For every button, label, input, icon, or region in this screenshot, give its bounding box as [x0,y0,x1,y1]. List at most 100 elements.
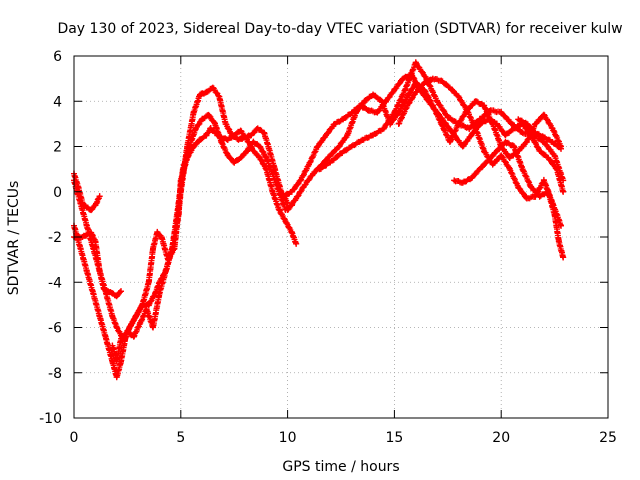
data-point [192,125,199,132]
data-point [502,132,509,139]
data-point [132,313,139,320]
data-point [145,279,152,286]
y-tick-label: 2 [53,140,62,156]
data-point [498,109,505,116]
chart-title: Day 130 of 2023, Sidereal Day-to-day VTE… [57,21,622,37]
data-point [96,193,103,200]
data-point [109,342,116,349]
data-point [199,116,206,123]
data-point [540,177,547,184]
y-tick-label: 6 [53,49,62,65]
data-point [402,86,409,93]
data-point [455,93,462,100]
data-point [156,290,163,297]
data-point [211,120,218,127]
data-point [256,154,263,161]
data-point [117,288,124,295]
data-point [237,127,244,134]
data-point [92,238,99,245]
data-point [280,193,287,200]
data-series [71,59,567,381]
data-point [344,132,351,139]
data-point [113,292,120,299]
data-point [83,267,90,274]
data-point [297,177,304,184]
data-point [83,222,90,229]
data-point [254,125,261,132]
data-point [515,116,522,123]
data-point [207,125,214,132]
data-point [472,125,479,132]
data-point [485,157,492,164]
data-point [532,120,539,127]
data-point [481,148,488,155]
y-tick-label: 0 [53,185,62,201]
data-point [560,254,567,261]
data-point [506,154,513,161]
data-point [519,166,526,173]
data-point [508,120,515,127]
data-point [370,132,377,139]
data-point [130,333,137,340]
data-point [545,154,552,161]
data-point [391,86,398,93]
data-point [429,75,436,82]
data-point [532,129,539,136]
data-point [137,319,144,326]
data-point [323,132,330,139]
data-point [444,114,451,121]
data-point [154,229,161,236]
data-point [150,245,157,252]
data-point [380,125,387,132]
x-tick-label: 25 [599,430,617,446]
data-point [197,91,204,98]
data-point [536,193,543,200]
data-point [459,179,466,186]
data-point [429,102,436,109]
data-point [224,152,231,159]
data-point [481,102,488,109]
data-point [506,166,513,173]
data-point [352,109,359,116]
data-point [549,125,556,132]
data-point [451,177,458,184]
data-point [113,358,120,365]
data-point [558,145,565,152]
data-point [169,245,176,252]
data-point [231,159,238,166]
data-point [124,329,131,336]
data-point [113,374,120,381]
data-point [536,148,543,155]
data-point [117,335,124,342]
data-point [250,138,257,145]
data-point [310,170,317,177]
data-point [391,109,398,116]
data-point [489,161,496,168]
data-point [276,206,283,213]
data-point [528,184,535,191]
data-point [269,188,276,195]
y-axis-label: SDTVAR / TECUs [6,181,22,296]
data-point [472,98,479,105]
data-point [88,206,95,213]
data-point [395,120,402,127]
data-point [412,59,419,66]
y-tick-label: -6 [48,321,62,337]
data-point [331,120,338,127]
data-point [412,80,419,87]
data-point [77,245,84,252]
data-point [90,290,97,297]
data-point [515,184,522,191]
data-point [327,159,334,166]
data-point [150,324,157,331]
data-point [361,98,368,105]
data-point [464,107,471,114]
y-tick-label: -2 [48,230,62,246]
data-point [241,134,248,141]
data-point [293,195,300,202]
data-point [551,211,558,218]
data-point [335,143,342,150]
data-point [476,166,483,173]
data-point [348,143,355,150]
